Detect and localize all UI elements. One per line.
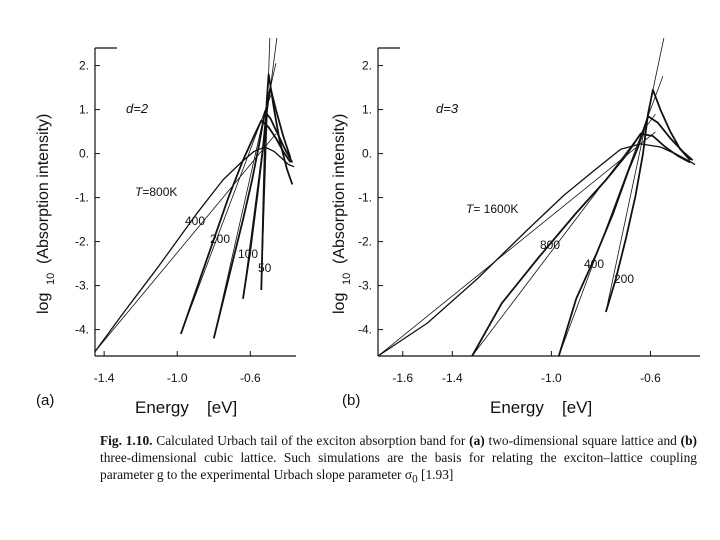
caption-fig-label: Fig. 1.10. (100, 433, 153, 448)
panel-b-series-2-curve (557, 115, 694, 356)
panel-b-x-tick-label: -1.4 (442, 371, 463, 385)
panel-b-series-1-label: 800 (540, 238, 560, 252)
panel-b-series-0-label: T= 1600K (466, 202, 518, 216)
panel-b-series-0-label-value: = 1600K (473, 202, 518, 216)
panel-b-series-3-tangent (605, 38, 665, 313)
caption-part-a: (a) (469, 433, 485, 448)
panel-a-ylabel-subscript: 10 (45, 273, 57, 285)
panel-a-series-3-label: 100 (238, 247, 258, 261)
panel-a-series-4-curve (260, 73, 294, 291)
panel-b-y-tick-label: -4. (358, 323, 372, 337)
panel-a-series-2-label: 200 (210, 232, 230, 246)
panel-b-xlabel-main: Energy (490, 398, 544, 417)
panel-b-ylabel: log 10 (Absorption intensity) (331, 114, 353, 314)
panel-a-y-tick-label: -1. (75, 191, 89, 205)
panel-b-series-0-curve (378, 143, 696, 356)
caption-text-1: Calculated Urbach tail of the exciton ab… (152, 433, 470, 448)
panel-a-y-tick-label: -4. (75, 323, 89, 337)
panel-b-d-annotation: d=3 (436, 101, 459, 116)
panel-a-d-annotation: d=2 (126, 101, 149, 116)
caption-text-3: three-dimensional cubic lattice. Such si… (100, 450, 697, 483)
panel-a-xlabel-main: Energy (135, 398, 189, 417)
panel-b-y-tick-label: -1. (358, 191, 372, 205)
panel-a-series-1-label: 400 (185, 214, 205, 228)
panel-b-series-1-curve (471, 132, 691, 356)
panel-b-series-0-label-T: T (466, 202, 475, 216)
panel-b-ylabel-log: log (331, 293, 348, 314)
panel-b-x-tick-label: -1.0 (541, 371, 562, 385)
panel-b-x-tick-label: -1.6 (392, 371, 413, 385)
figure-caption: Fig. 1.10. Calculated Urbach tail of the… (100, 432, 697, 489)
panel-a-y-tick-label: -3. (75, 279, 89, 293)
panel-a-ylabel: log 10 (Absorption intensity) (35, 114, 57, 314)
panel-a-series-0-label-value: =800K (142, 185, 177, 199)
panel-b-y-tick-label: 0. (362, 147, 372, 161)
panel-a-x-tick-label: -1.4 (94, 371, 115, 385)
caption-text-4: [1.93] (417, 467, 454, 483)
panel-a-chart: 2. 1. 0. -1. -2. -3. -4. -1.4 -1.0 -0.6 Energy [eV]… (35, 38, 296, 417)
panel-a-series-1-curve (180, 119, 292, 335)
panel-a-series-0-tangent (95, 133, 277, 352)
panel-b-y-tick-label: -3. (358, 279, 372, 293)
panel-a-series-0-label: T=800K (135, 185, 177, 199)
panel-b-ylabel-subscript: 10 (341, 273, 353, 285)
panel-a-series-2-curve (212, 110, 294, 339)
caption-part-b: (b) (680, 433, 697, 448)
panel-b-label: (b) (342, 392, 360, 409)
panel-b-series-2-label: 400 (584, 257, 604, 271)
panel-a-label: (a) (36, 392, 54, 409)
panel-a-y-tick-label: -2. (75, 235, 89, 249)
panel-a-x-tick-label: -0.6 (240, 371, 261, 385)
panel-b-series-3-label: 200 (614, 272, 634, 286)
panel-a-ylabel-text: (Absorption intensity) (35, 114, 52, 264)
panel-b-xlabel-unit: [eV] (562, 398, 592, 417)
panel-a-xlabel-unit: [eV] (207, 398, 237, 417)
panel-a-series-0-label-T: T (135, 185, 144, 199)
caption-sigma-subscript: 0 (412, 474, 418, 487)
panel-b-y-tick-label: 1. (362, 103, 372, 117)
panel-a-ylabel-log: log (35, 293, 52, 314)
panel-a-series-1-tangent (180, 91, 273, 335)
panel-a-series-4-label: 50 (258, 261, 272, 275)
panel-b-series-0-tangent (378, 131, 656, 356)
figure-canvas: 2. 1. 0. -1. -2. -3. -4. -1.4 -1.0 -0.6 Energy [eV]… (35, 38, 700, 417)
panel-a-y-tick-label: 2. (79, 59, 89, 73)
panel-b-series-2-tangent (558, 76, 664, 356)
panel-a-y-tick-label: 0. (79, 147, 89, 161)
panel-a-series-4-tangent (260, 38, 271, 291)
panel-b-ylabel-text: (Absorption intensity) (331, 114, 348, 264)
panel-a-y-tick-label: 1. (79, 103, 89, 117)
panel-b-y-tick-label: -2. (358, 235, 372, 249)
panel-b-y-tick-label: 2. (362, 59, 372, 73)
panel-b-series-1-tangent (471, 113, 656, 356)
panel-b-chart: 2. 1. 0. -1. -2. -3. -4. -1.6 -1.4 -1.0 -0.6 Energy… (331, 38, 700, 417)
panel-b-x-tick-label: -0.6 (640, 371, 661, 385)
caption-text-2: two-dimensional square lattice and (484, 433, 681, 448)
panel-a-x-tick-label: -1.0 (167, 371, 188, 385)
panel-a-series-3-tangent (242, 38, 278, 299)
